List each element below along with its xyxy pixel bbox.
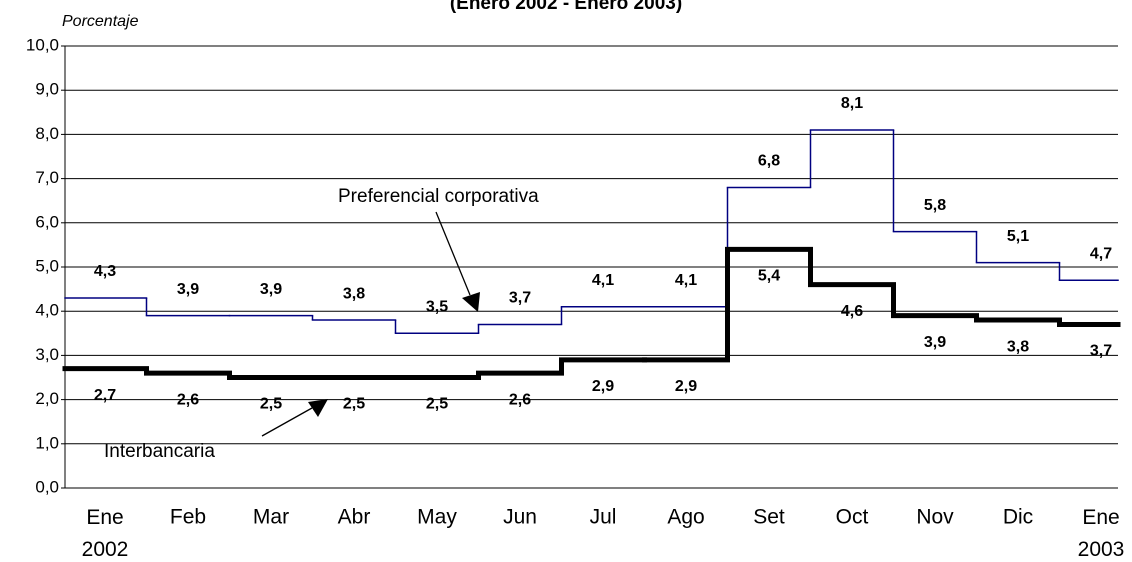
y-tick-label: 2,0 bbox=[35, 389, 59, 408]
x-tick-label: Oct bbox=[836, 506, 869, 529]
value-label: 2,6 bbox=[177, 391, 199, 408]
value-label: 2,5 bbox=[343, 396, 365, 413]
value-label: 4,7 bbox=[1090, 245, 1112, 262]
y-tick-label: 6,0 bbox=[35, 212, 59, 231]
y-tick-label: 10,0 bbox=[26, 35, 59, 54]
y-tick-label: 9,0 bbox=[35, 80, 59, 99]
x-tick-label: Abr bbox=[338, 506, 371, 529]
x-tick-label: Ene 2002 bbox=[82, 506, 129, 561]
x-tick-label: Nov bbox=[916, 506, 954, 529]
value-label: 4,1 bbox=[592, 272, 614, 289]
y-tick-label: 8,0 bbox=[35, 124, 59, 143]
value-label: 3,9 bbox=[260, 281, 282, 298]
value-label: 5,8 bbox=[924, 197, 946, 214]
value-label: 4,3 bbox=[94, 263, 116, 280]
chart-title: (Enero 2002 - Enero 2003) bbox=[450, 0, 682, 14]
value-label: 4,6 bbox=[841, 303, 863, 320]
y-axis-label: Porcentaje bbox=[62, 13, 139, 30]
arrow-head bbox=[462, 292, 480, 312]
x-tick-label: Dic bbox=[1003, 506, 1033, 529]
y-tick-label: 0,0 bbox=[35, 477, 59, 496]
value-label: 2,5 bbox=[260, 396, 282, 413]
annotation-arrow bbox=[435, 211, 471, 296]
value-label: 2,9 bbox=[592, 378, 614, 395]
value-label: 2,7 bbox=[94, 387, 116, 404]
value-label: 5,1 bbox=[1007, 228, 1029, 245]
y-tick-label: 1,0 bbox=[35, 433, 59, 452]
value-label: 5,4 bbox=[758, 268, 780, 285]
x-tick-label: Ene 2003 bbox=[1078, 506, 1125, 561]
y-tick-label: 5,0 bbox=[35, 256, 59, 275]
y-tick-label: 4,0 bbox=[35, 301, 59, 320]
value-label: 2,9 bbox=[675, 378, 697, 395]
y-tick-label: 7,0 bbox=[35, 168, 59, 187]
value-label: 3,9 bbox=[924, 334, 946, 351]
value-label: 3,7 bbox=[509, 290, 531, 307]
value-label: 3,7 bbox=[1090, 343, 1112, 360]
arrow-head bbox=[308, 399, 328, 417]
value-label: 3,9 bbox=[177, 281, 199, 298]
value-label: 4,1 bbox=[675, 272, 697, 289]
x-tick-label: Jun bbox=[503, 506, 537, 529]
value-label: 8,1 bbox=[841, 95, 863, 112]
x-tick-label: Ago bbox=[667, 506, 704, 529]
value-label: 2,6 bbox=[509, 391, 531, 408]
x-tick-label: Set bbox=[753, 506, 785, 529]
annotation: Preferencial corporativa bbox=[338, 186, 539, 207]
x-tick-label: Jul bbox=[590, 506, 617, 529]
x-tick-label: May bbox=[417, 506, 457, 529]
value-label: 3,8 bbox=[343, 285, 365, 302]
value-label: 3,5 bbox=[426, 299, 448, 316]
value-label: 2,5 bbox=[426, 396, 448, 413]
value-label: 6,8 bbox=[758, 153, 780, 170]
x-tick-label: Feb bbox=[170, 506, 206, 529]
value-label: 3,8 bbox=[1007, 338, 1029, 355]
x-tick-label: Mar bbox=[253, 506, 289, 529]
annotation-arrow bbox=[261, 407, 313, 437]
y-tick-label: 3,0 bbox=[35, 345, 59, 364]
annotation: Interbancaria bbox=[104, 441, 215, 462]
